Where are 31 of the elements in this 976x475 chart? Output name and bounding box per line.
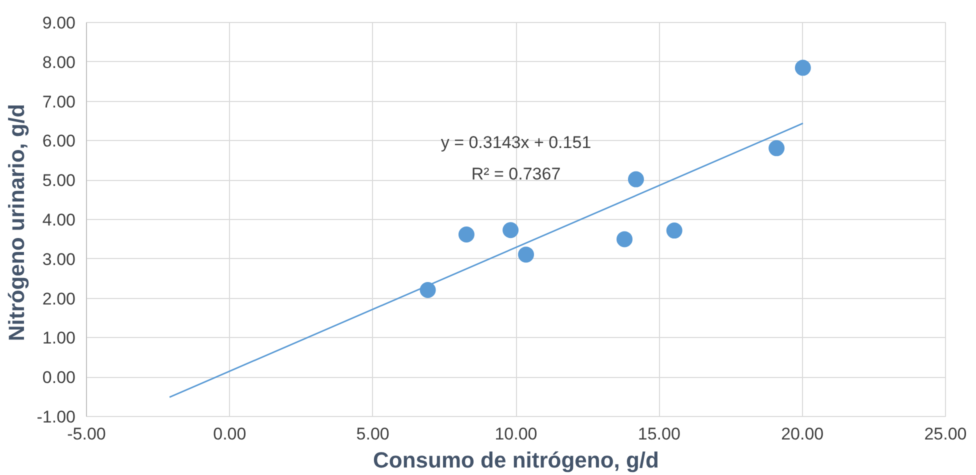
y-tick-label: 7.00	[42, 92, 76, 112]
y-tick-label: 8.00	[42, 52, 76, 72]
point	[794, 60, 811, 76]
x-tick-label: 0.00	[213, 424, 246, 444]
point	[666, 222, 682, 239]
y-tick-label: 9.00	[42, 14, 76, 32]
point	[502, 222, 519, 238]
point	[628, 171, 644, 188]
point	[518, 246, 534, 263]
x-axis-title: Consumo de nitrógeno, g/d	[373, 448, 659, 472]
point	[616, 231, 633, 248]
x-tick-label: 10.00	[494, 424, 538, 444]
y-tick-label: 0.00	[42, 368, 76, 388]
y-tick-label: 3.00	[42, 250, 76, 269]
y-tick-label: 5.00	[42, 171, 76, 190]
x-tick-label: 25.00	[924, 424, 967, 444]
x-tick-label: -5.00	[67, 424, 106, 444]
y-tick-label: 1.00	[42, 328, 76, 348]
y-tick-label: 4.00	[42, 210, 76, 230]
point	[768, 140, 785, 156]
y-tick-label: 2.00	[42, 289, 76, 308]
annotation: R² = 0.7367	[471, 164, 561, 184]
x-tick-label: 5.00	[356, 424, 390, 444]
y-axis-title: Nitrógeno urinario, g/d	[4, 104, 29, 342]
point	[458, 226, 474, 242]
y-tick-label: -1.00	[36, 408, 76, 426]
x-tick-label: 20.00	[781, 424, 824, 444]
point	[420, 282, 436, 298]
annotation: y = 0.3143x + 0.151	[440, 133, 592, 152]
x-tick-label: 15.00	[638, 424, 680, 444]
y-tick-label: 6.00	[42, 132, 76, 151]
